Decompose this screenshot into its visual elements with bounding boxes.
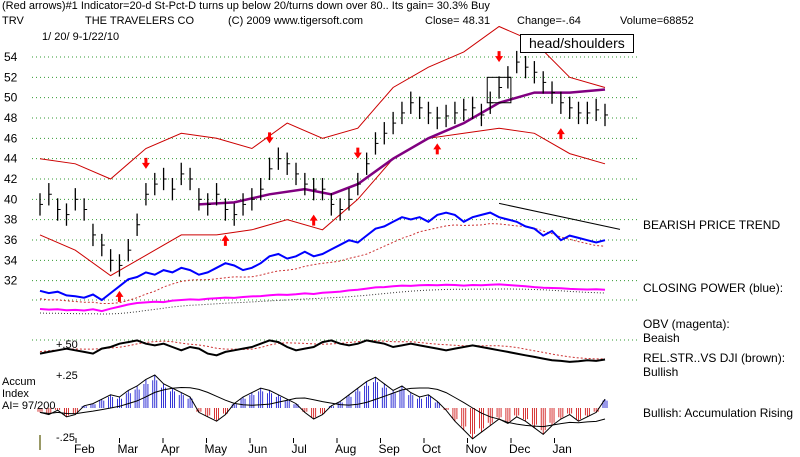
scale-bottom-label: -.25 xyxy=(56,432,75,444)
date-range: 1/ 20/ 9-1/22/10 xyxy=(42,31,120,43)
obv-label: OBV (magenta): xyxy=(643,317,730,331)
bollinger-bands xyxy=(39,25,606,277)
relstr-ma xyxy=(39,340,606,360)
x-label-Jun: Jun xyxy=(248,442,267,456)
obv-series xyxy=(39,283,606,313)
change-label: Change= xyxy=(517,15,562,27)
bearish-trendline xyxy=(498,202,621,230)
arrow-down-5 xyxy=(353,147,362,159)
ticker-symbol: TRV xyxy=(2,15,24,27)
y-tick-42: 42 xyxy=(4,172,18,186)
y-tick-34: 34 xyxy=(4,253,18,267)
moving-average-line xyxy=(198,88,606,206)
arrow-up-6 xyxy=(433,143,442,155)
chart-extras xyxy=(486,76,621,230)
x-label-Apr: Apr xyxy=(161,442,180,456)
upper-band xyxy=(39,25,606,180)
arrow-up-0 xyxy=(115,290,124,302)
arrow-up-8 xyxy=(556,128,565,140)
x-label-Nov: Nov xyxy=(466,442,487,456)
x-axis-labels: Feb Mar Apr May Jun Jul Aug Sep Oct Nov Dec Jan xyxy=(39,435,572,456)
relstr-series xyxy=(39,339,606,363)
grid-lines xyxy=(32,56,640,341)
arrow-up-2 xyxy=(221,234,230,246)
price-bars xyxy=(39,50,608,277)
closing-power-line xyxy=(39,211,606,304)
y-tick-36: 36 xyxy=(4,233,18,247)
x-label-Mar: Mar xyxy=(118,442,139,456)
indicator-description: (Red arrows)#1 Indicator=20-d St-Pct-D t… xyxy=(2,0,490,12)
head-shoulders-box xyxy=(486,76,512,104)
x-label-Jul: Jul xyxy=(292,442,307,456)
accumulation-note: Bullish: Accumulation Rising xyxy=(643,406,794,420)
y-tick-40: 40 xyxy=(4,192,18,206)
close-label: Close= xyxy=(425,15,460,27)
volume-value: 68852 xyxy=(663,15,694,27)
y-tick-46: 46 xyxy=(4,131,18,145)
x-label-Aug: Aug xyxy=(335,442,356,456)
y-tick-48: 48 xyxy=(4,111,18,125)
relstr-status: Bullish xyxy=(643,365,679,379)
obv-line xyxy=(39,283,606,315)
arrow-down-7 xyxy=(495,51,504,63)
relative-strength-line xyxy=(39,339,606,363)
lower-band xyxy=(39,127,606,277)
y-tick-52: 52 xyxy=(4,70,18,84)
arrow-down-3 xyxy=(265,132,274,144)
x-label-Dec: Dec xyxy=(509,442,530,456)
accumulation-histogram xyxy=(37,374,608,440)
obv-status: Beaish xyxy=(643,331,680,345)
x-label-Oct: Oct xyxy=(422,442,441,456)
y-tick-54: 54 xyxy=(4,50,18,64)
x-label-May: May xyxy=(205,442,228,456)
obv-ma xyxy=(39,288,606,315)
close-value: 48.31 xyxy=(462,15,491,27)
x-label-Jan: Jan xyxy=(553,442,572,456)
head-shoulders-label: head/shoulders xyxy=(520,34,634,53)
y-tick-50: 50 xyxy=(4,91,18,105)
y-tick-38: 38 xyxy=(4,213,18,227)
index-label: Index xyxy=(2,388,29,400)
closing-power-series xyxy=(39,211,606,302)
accum-label: Accum xyxy=(2,376,36,388)
arrow-up-4 xyxy=(309,214,318,226)
copyright: (C) 2009 www.tigersoft.com xyxy=(228,15,364,27)
y-tick-44: 44 xyxy=(4,152,18,166)
scale-top-label: +.50 xyxy=(56,339,78,351)
change-value: -.64 xyxy=(561,15,581,27)
bearish-trend-label: BEARISH PRICE TREND xyxy=(643,218,781,232)
change-readout: Change=-.64 xyxy=(517,15,581,27)
relstr-label: REL.STR..VS DJI (brown): xyxy=(643,351,786,365)
accum-ma xyxy=(39,386,606,428)
company-name: THE TRAVELERS CO xyxy=(85,15,195,27)
accum-outline xyxy=(39,374,606,440)
x-label-Sep: Sep xyxy=(379,442,401,456)
y-tick-32: 32 xyxy=(4,274,18,288)
closing-power-ma xyxy=(39,223,606,304)
volume-readout: Volume=68852 xyxy=(620,15,694,27)
close-readout: Close= 48.31 xyxy=(425,15,490,27)
ai-value: AI= 97/200 xyxy=(2,400,56,412)
moving-average xyxy=(198,88,606,206)
volume-label: Volume= xyxy=(620,15,664,27)
y-axis-labels: 32 34 36 38 40 42 44 46 48 50 52 54 xyxy=(4,50,18,288)
scale-mid-label: +.25 xyxy=(56,370,78,382)
arrow-down-1 xyxy=(141,157,150,169)
signal-arrows xyxy=(115,51,565,302)
closing-power-label: CLOSING POWER (blue): xyxy=(643,281,784,295)
x-label-Feb: Feb xyxy=(74,442,95,456)
